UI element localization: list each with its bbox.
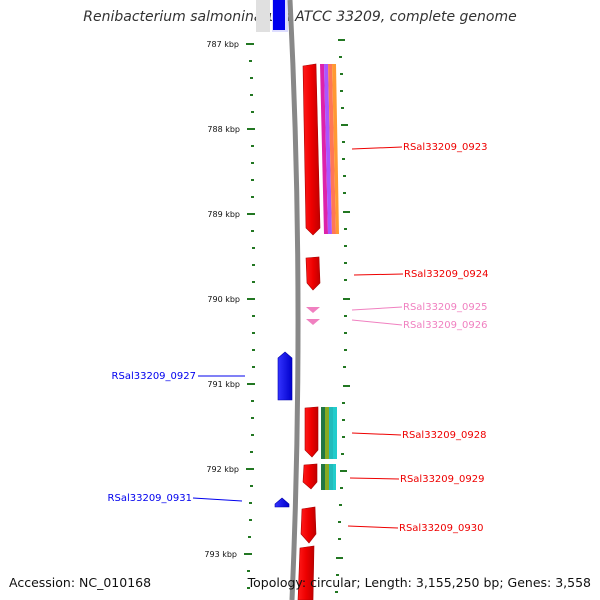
gene-label-0925[interactable]: RSal33209_0925 [403, 302, 487, 313]
kbp-label-790: 790 kbp [207, 295, 240, 304]
leader-line-0926 [351, 319, 403, 326]
leader-line-0929 [349, 477, 400, 480]
partial-feature-blue [273, 0, 285, 30]
partial-feature-gray [256, 0, 270, 32]
scale-ticks-left [244, 43, 255, 589]
leader-line-0925 [351, 306, 403, 311]
gene-arrow-0926[interactable] [306, 319, 320, 325]
gene-label-0926[interactable]: RSal33209_0926 [403, 320, 487, 331]
annotation-stripes-0923 [320, 64, 339, 234]
leader-line-0928 [351, 432, 402, 436]
leader-line-0930 [347, 525, 399, 529]
gene-arrow-0930[interactable] [300, 506, 317, 544]
genome-backbone [287, 0, 301, 600]
annotation-stripes-0928 [321, 407, 337, 459]
kbp-label-789: 789 kbp [207, 210, 240, 219]
gene-arrow-0931[interactable] [274, 497, 290, 508]
gene-arrow-0923[interactable] [302, 63, 321, 236]
gene-arrow-0925[interactable] [306, 307, 320, 313]
annotation-stripes-0929 [321, 464, 336, 490]
scale-ticks-right [335, 39, 350, 593]
accession-text: Accession: NC_010168 [9, 575, 152, 590]
gene-label-0930[interactable]: RSal33209_0930 [399, 523, 483, 534]
gene-label-0931[interactable]: RSal33209_0931 [108, 493, 192, 504]
leader-line-0924 [353, 273, 404, 276]
kbp-label-793: 793 kbp [204, 550, 237, 559]
leader-line-0923 [351, 146, 403, 150]
leader-line-0931 [192, 497, 243, 502]
gene-arrow-0924[interactable] [305, 256, 321, 291]
kbp-label-792: 792 kbp [206, 465, 239, 474]
gene-label-0928[interactable]: RSal33209_0928 [402, 430, 486, 441]
kbp-label-788: 788 kbp [207, 125, 240, 134]
topology-text: Topology: circular; Length: 3,155,250 bp… [247, 575, 591, 590]
gene-label-0924[interactable]: RSal33209_0924 [404, 269, 488, 280]
gene-arrow-partial-bottom[interactable] [297, 545, 315, 600]
kbp-label-791: 791 kbp [207, 380, 240, 389]
gene-label-0929[interactable]: RSal33209_0929 [400, 474, 484, 485]
gene-label-0927[interactable]: RSal33209_0927 [112, 371, 196, 382]
gene-arrow-0928[interactable] [304, 406, 319, 458]
kbp-label-787: 787 kbp [206, 40, 239, 49]
gene-arrow-0927[interactable] [277, 351, 293, 401]
gene-label-0923[interactable]: RSal33209_0923 [403, 142, 487, 153]
gene-arrow-0929[interactable] [302, 463, 318, 490]
genome-title: Renibacterium salmoninarum ATCC 33209, c… [83, 9, 517, 25]
